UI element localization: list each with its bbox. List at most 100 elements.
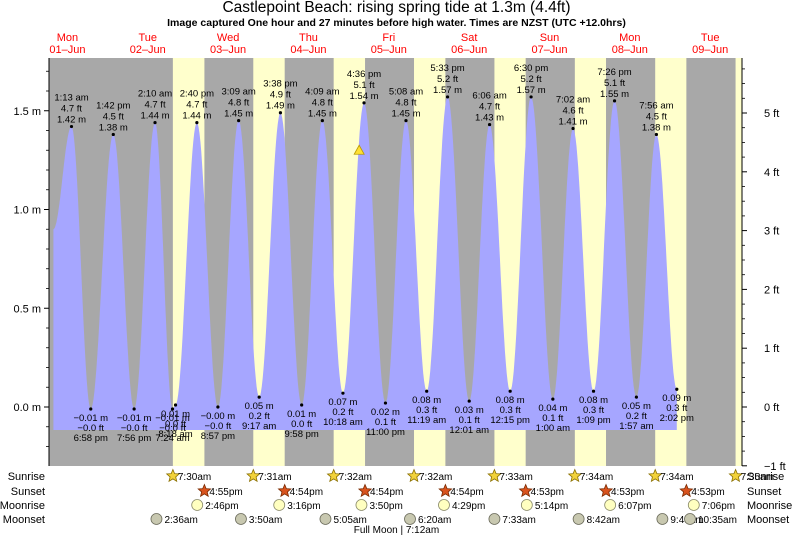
moonset-time: 7:33am [502, 515, 535, 526]
day-header-dow: Wed [217, 32, 239, 44]
high-tide-time: 6:06 am [472, 91, 506, 102]
moonset-icon [656, 513, 669, 525]
high-tide-ft: 4.8 ft [228, 98, 249, 109]
moonset-time: 10:35am [698, 515, 737, 526]
moonset-time: 3:50am [249, 515, 282, 526]
low-tide-time: 9:17 am [242, 421, 276, 432]
day-header-dow: Sat [461, 32, 478, 44]
high-tide-m: 1.38 m [99, 122, 128, 133]
high-tide-ft: 4.9 ft [270, 90, 291, 101]
low-tide-time: 7:24 am [155, 433, 189, 444]
moonset-icon [488, 513, 501, 525]
high-tide-m: 1.49 m [266, 101, 295, 112]
day-header-date: 01–Jun [49, 44, 85, 56]
high-tide-time: 7:26 pm [597, 67, 631, 78]
sunset-time: 4:53pm [691, 487, 724, 498]
sunrise-time: 7:35am [741, 472, 774, 483]
low-tide-ft: −0.0 ft [205, 421, 232, 432]
left-axis-metres: 0.0 m 0.5 m 1.0 m 1.5 m [13, 58, 50, 466]
low-tide-ft: 0.3 ft [666, 403, 687, 414]
sunrise-time: 7:32am [419, 472, 452, 483]
moonrise-time: 3:50pm [369, 501, 402, 512]
moonrise-time: 3:16pm [287, 501, 320, 512]
current-tide-triangle [353, 144, 365, 155]
tide-area [53, 96, 677, 431]
sunrise-time: 7:34am [580, 472, 613, 483]
day-header-date: 05–Jun [371, 44, 407, 56]
low-tide-time: 10:18 am [323, 417, 363, 428]
low-tide-ft: 0.3 ft [416, 405, 437, 416]
moonset-icon [235, 513, 247, 525]
row-label-left: Moonset [3, 514, 45, 526]
sunset-icon [357, 483, 373, 498]
high-tide-ft: 4.7 ft [144, 100, 165, 111]
low-tide-dot [591, 389, 596, 393]
day-header-date: 09–Jun [692, 44, 728, 56]
high-tide-dot [320, 119, 324, 123]
high-tide-time: 3:09 am [221, 87, 255, 98]
day-header-dow: Mon [57, 32, 78, 44]
sun-moon-table: Sunrise Sunrise Sunset Sunset Moonrise Moonri… [0, 468, 792, 536]
low-tide-dot [425, 389, 429, 393]
left-axis-tick-label: 1.5 m [13, 106, 41, 118]
sunrise-icon [728, 468, 743, 483]
full-moon-label: Full Moon | 7:12am [354, 525, 439, 536]
high-tide-ft: 4.6 ft [562, 106, 583, 117]
moonset-icon [150, 513, 163, 525]
row-label-left: Sunset [11, 486, 45, 498]
high-tide-ft: 4.7 ft [479, 102, 500, 113]
high-tide-time: 1:13 am [54, 93, 88, 104]
right-axis-tick-label: −1 ft [764, 461, 786, 473]
low-tide-time: 11:19 am [407, 415, 446, 426]
low-tide-m: 0.02 m [371, 407, 400, 418]
row-label-right: Moonrise [747, 500, 792, 512]
high-tide-m: 1.42 m [57, 115, 86, 126]
moonrise-icon [191, 499, 204, 511]
daylight-band [735, 58, 742, 466]
low-tide-ft: 0.2 ft [249, 411, 270, 422]
day-header-date: 06–Jun [451, 44, 487, 56]
day-header-dow: Mon [619, 32, 640, 44]
moonset-icon [404, 513, 416, 525]
low-tide-m: 0.05 m [622, 401, 651, 412]
high-tide-dot [237, 119, 241, 123]
moonset-icon [319, 513, 332, 525]
high-tide-time: 6:30 pm [514, 63, 548, 74]
low-tide-time: 8:18 am [158, 429, 192, 440]
moonset-time: 2:36am [164, 515, 197, 526]
high-tide-m: 1.43 m [475, 113, 504, 124]
low-tide-ft: −0.0 ft [121, 423, 148, 434]
low-tide-m: 0.01 m [161, 409, 190, 420]
sunset-icon [277, 483, 292, 498]
high-tide-m: 1.45 m [391, 109, 420, 120]
high-tide-time: 3:38 pm [263, 79, 297, 90]
low-tide-dot [634, 395, 638, 399]
low-tide-dot [132, 407, 136, 411]
high-tide-ft: 4.5 ft [646, 111, 667, 122]
sunset-icon [438, 483, 453, 498]
low-tide-time: 11:00 pm [366, 427, 405, 438]
sunset-icon [197, 483, 212, 498]
day-header-dow: Thu [299, 32, 318, 44]
moonrise-time: 5:14pm [535, 501, 568, 512]
high-tide-time: 2:40 pm [180, 89, 214, 100]
sunrise-time: 7:30am [178, 472, 211, 483]
day-header-dow: Tue [701, 32, 720, 44]
low-tide-ft: 0.0 ft [291, 419, 312, 430]
low-tide-ft: 0.0 ft [165, 419, 186, 430]
low-tide-dot [170, 407, 175, 411]
left-axis-tick-label: 0.0 m [13, 402, 41, 414]
high-tide-time: 7:02 am [556, 95, 590, 106]
sunset-time: 4:54pm [450, 487, 483, 498]
high-tide-dot [278, 111, 283, 115]
high-tide-dot [153, 121, 157, 125]
chart-subtitle: Image captured One hour and 27 minutes b… [167, 17, 626, 29]
low-tide-ft: 0.2 ft [332, 407, 353, 418]
high-tide-time: 4:36 pm [347, 69, 381, 80]
high-tide-dot [487, 122, 492, 127]
low-tide-dot [383, 401, 388, 405]
chart-title: Castlepoint Beach: rising spring tide at… [222, 0, 570, 16]
moonset-icon [572, 513, 585, 525]
sunset-time: 4:55pm [209, 487, 242, 498]
